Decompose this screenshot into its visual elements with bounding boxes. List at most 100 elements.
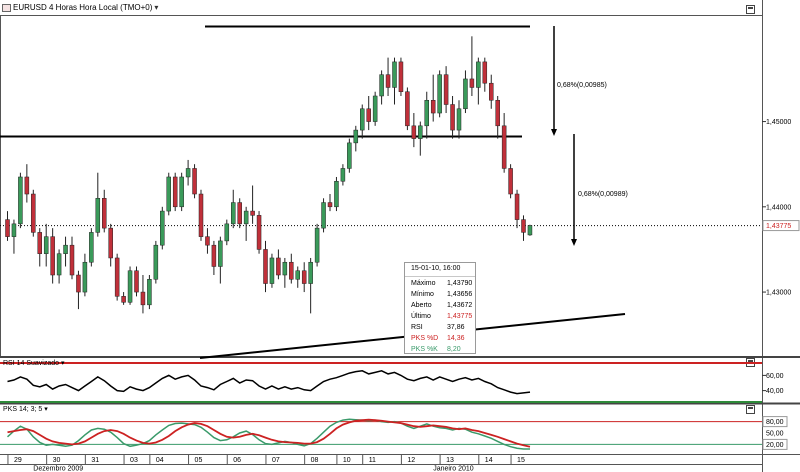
rsi-tick-label: 60,00 (766, 373, 784, 380)
candle-body (521, 219, 526, 233)
candle-body (347, 142, 352, 169)
candle-body (282, 261, 288, 276)
y-tick-label: 1,45000 (766, 119, 791, 126)
candle-body (5, 219, 10, 237)
tooltip-row-open: Aberto 1,43672 (405, 300, 475, 311)
pks-tick-label: 50,00 (766, 431, 784, 438)
chevron-down-icon[interactable]: ▾ (154, 3, 159, 12)
candle-body (43, 236, 49, 254)
pks-d-line (7, 418, 531, 448)
pks-tick-box (762, 416, 788, 428)
candle-body (301, 270, 307, 284)
tooltip-row-rsi: RSI 37,86 (405, 322, 475, 333)
candle-body (405, 91, 410, 127)
candle-body (353, 129, 359, 144)
x-day-label: 31 (91, 457, 99, 464)
candle-body (63, 244, 68, 254)
candle-body (134, 270, 139, 293)
candle-body (450, 104, 455, 131)
candle-body (430, 100, 436, 114)
candle-body (160, 210, 165, 246)
x-day-label: 14 (485, 457, 493, 464)
candle-body (263, 249, 268, 284)
candle-body (192, 168, 197, 195)
candle-body (482, 61, 488, 84)
current-price-tag (762, 220, 800, 232)
candle-body (276, 257, 281, 276)
minimize-button[interactable] (746, 5, 755, 14)
candle-body (501, 125, 507, 169)
candle-body (398, 61, 404, 92)
candle-body (392, 61, 397, 88)
current-price-label: 1,43775 (766, 223, 791, 230)
tooltip-value: 14,36 (447, 335, 465, 342)
x-day-label: 06 (233, 457, 241, 464)
rsi-title-text: RSI 14 Suavizado (3, 360, 60, 367)
candle-body (185, 168, 191, 178)
chart-symbol-icon (2, 3, 11, 12)
candle-body (314, 227, 320, 263)
candle-body (489, 82, 494, 101)
candle-body (69, 244, 75, 276)
x-day-label: 03 (130, 457, 138, 464)
tooltip-value: 1,43775 (447, 313, 473, 320)
pks-title-text: PKS 14; 3; 5 (3, 406, 43, 413)
y-tick-label: 1,43000 (766, 290, 791, 297)
x-month-label: Janeiro 2010 (433, 466, 474, 472)
candle-body (289, 261, 294, 280)
tooltip-date: 15-01-10, 16:00 (411, 265, 461, 272)
candle-body (140, 291, 146, 306)
candle-body (37, 232, 42, 254)
candle-body (469, 78, 475, 88)
candle-body (476, 61, 481, 88)
candle-body (340, 168, 346, 182)
tooltip-label: Máximo (411, 280, 436, 287)
candle-body (508, 168, 513, 195)
candle-body (463, 78, 468, 110)
candle-body (24, 176, 30, 195)
chevron-down-icon[interactable]: ▾ (44, 406, 48, 413)
x-day-label: 07 (272, 457, 280, 464)
candle-body (456, 108, 462, 131)
tooltip-row-max: Máximo 1,43790 (405, 278, 475, 289)
pks-panel-title: PKS 14; 3; 5 ▾ (3, 405, 48, 413)
candle-body (360, 108, 365, 131)
candle-body (237, 202, 242, 225)
candle-body (56, 253, 62, 276)
candle-body (76, 274, 81, 293)
x-day-label: 11 (369, 457, 376, 464)
annotation-upper: 0,68%(0,00985) (557, 82, 607, 89)
x-day-label: 30 (53, 457, 61, 464)
x-day-label: 12 (407, 457, 415, 464)
y-tick-label: 1,44000 (766, 204, 791, 211)
x-day-label: 05 (195, 457, 203, 464)
candle-body (514, 193, 520, 220)
candle-body (527, 225, 533, 236)
tooltip-row-last: Último 1,43775 (405, 311, 475, 322)
candle-body (205, 236, 210, 246)
candle-body (102, 198, 107, 229)
candle-body (495, 100, 500, 127)
candle-body (256, 215, 262, 250)
chart-title: EURUSD 4 Horas Hora Local (TMO+0) (13, 3, 153, 12)
pks-tick-box (763, 428, 787, 438)
candle-body (321, 202, 326, 229)
candle-body (224, 223, 230, 242)
candle-body (411, 125, 417, 139)
chevron-down-icon[interactable]: ▾ (61, 360, 65, 367)
candle-body (147, 279, 152, 306)
candle-body (418, 125, 423, 139)
pks-minimize-button[interactable] (746, 405, 755, 414)
tooltip-row-pksd: PKS %D 14,36 (405, 333, 475, 344)
tooltip-label: Último (411, 313, 431, 320)
tooltip-value: 8,20 (447, 346, 461, 353)
tooltip-label: Mínimo (411, 291, 434, 298)
candle-body (89, 232, 94, 263)
candle-body (372, 95, 378, 122)
annotation-lower: 0,68%(0,00989) (578, 191, 628, 198)
candle-body (50, 236, 55, 276)
candle-body (379, 74, 384, 97)
tooltip-label: PKS %D (411, 335, 439, 342)
